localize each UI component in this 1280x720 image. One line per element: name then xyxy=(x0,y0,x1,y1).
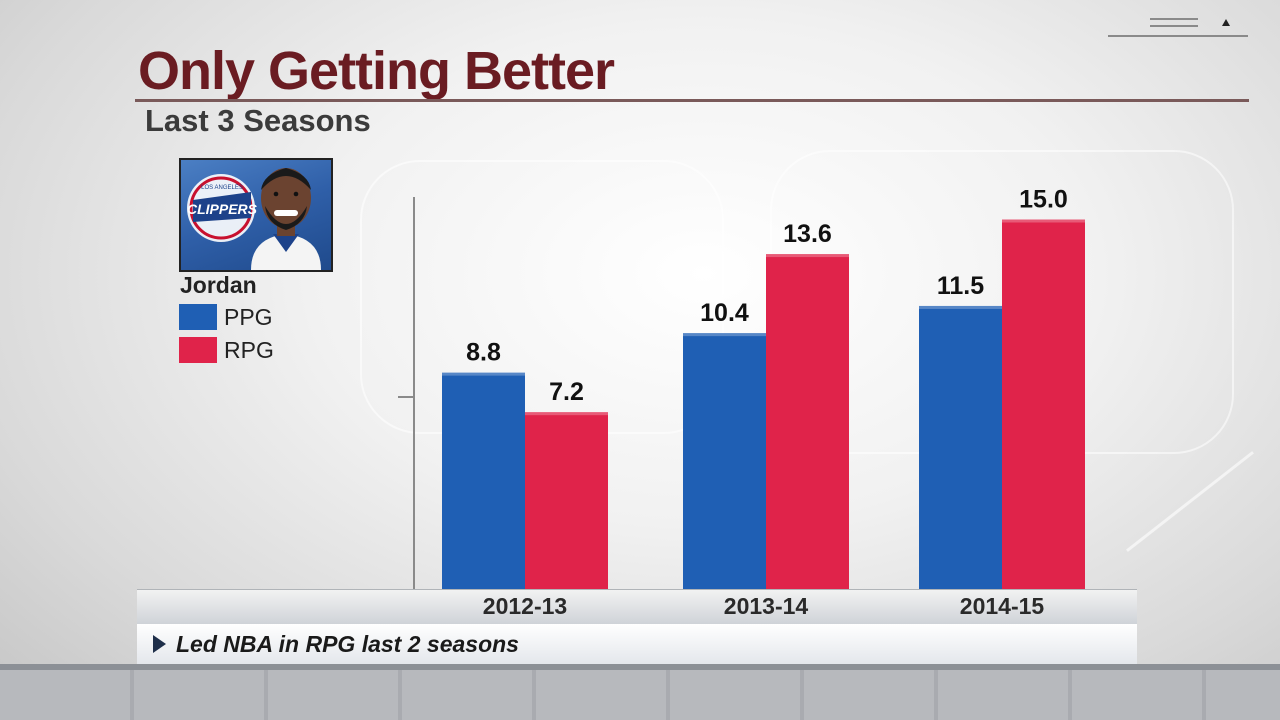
data-label-ppg-2013-14: 10.4 xyxy=(700,299,749,327)
floor-edge-decoration xyxy=(0,664,1280,670)
player-headshot-icon: CLIPPERS LOS ANGELES xyxy=(179,158,333,272)
legend-item-rpg: RPG xyxy=(179,337,274,363)
bar-highlight-ppg-2013-14 xyxy=(683,333,766,337)
legend-swatch-ppg xyxy=(179,304,217,330)
data-label-rpg-2013-14: 13.6 xyxy=(783,220,832,248)
x-axis-band xyxy=(137,589,1137,624)
bar-ppg-2012-13 xyxy=(442,372,525,590)
bar-highlight-rpg-2012-13 xyxy=(525,412,608,416)
play-arrow-icon xyxy=(153,635,166,653)
data-label-ppg-2012-13: 8.8 xyxy=(466,339,501,367)
team-logo-small-text: LOS ANGELES xyxy=(201,185,243,191)
legend-swatch-rpg xyxy=(179,337,217,363)
network-logo-icon xyxy=(1108,8,1248,38)
player-name: Jordan xyxy=(180,272,257,298)
legend-label-ppg: PPG xyxy=(224,303,273,330)
data-label-ppg-2014-15: 11.5 xyxy=(937,272,984,300)
bar-highlight-rpg-2014-15 xyxy=(1002,219,1085,223)
bar-rpg-2013-14 xyxy=(766,254,849,590)
bar-ppg-2013-14 xyxy=(683,333,766,590)
bar-rpg-2014-15 xyxy=(1002,219,1085,590)
data-label-rpg-2012-13: 7.2 xyxy=(549,378,584,406)
bar-highlight-ppg-2012-13 xyxy=(442,372,525,376)
chart-subtitle: Last 3 Seasons xyxy=(145,103,371,138)
legend-item-ppg: PPG xyxy=(179,304,273,330)
bar-highlight-ppg-2014-15 xyxy=(919,305,1002,309)
x-tick-label-2014-15: 2014-15 xyxy=(960,593,1045,619)
footnote-text: Led NBA in RPG last 2 seasons xyxy=(176,630,519,657)
bar-ppg-2014-15 xyxy=(919,305,1002,590)
x-tick-label-2013-14: 2013-14 xyxy=(724,593,809,619)
legend-label-rpg: RPG xyxy=(224,336,274,363)
x-tick-label-2012-13: 2012-13 xyxy=(483,593,567,619)
bar-rpg-2012-13 xyxy=(525,412,608,590)
data-label-rpg-2014-15: 15.0 xyxy=(1019,186,1068,214)
team-logo-text: CLIPPERS xyxy=(187,201,258,217)
floor-decoration xyxy=(0,664,1280,720)
chart-title: Only Getting Better xyxy=(138,41,615,101)
title-underline xyxy=(135,99,1249,102)
bar-highlight-rpg-2013-14 xyxy=(766,254,849,258)
